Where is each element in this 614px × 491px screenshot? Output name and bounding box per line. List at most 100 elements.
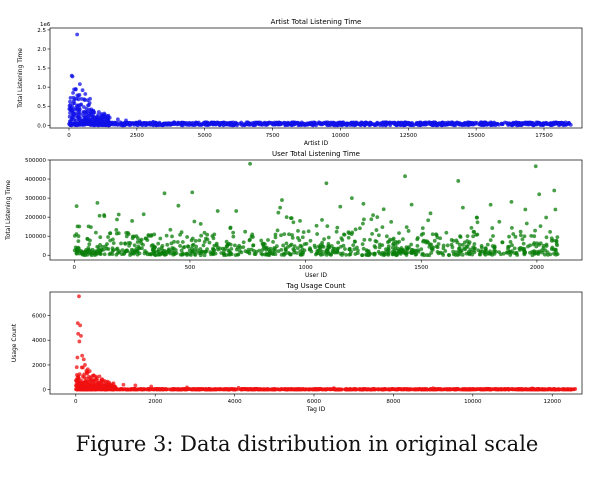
data-point [306, 229, 311, 234]
data-point [233, 387, 237, 392]
data-point [231, 234, 236, 239]
y-tick-label: 400000 [25, 177, 46, 183]
data-point [334, 229, 339, 234]
data-point [247, 123, 252, 127]
data-point [320, 240, 325, 245]
chart-title: Tag Usage Count [286, 282, 346, 290]
data-point [105, 242, 109, 246]
data-point [468, 247, 473, 252]
data-point [361, 201, 366, 206]
y-tick-label: 0.5 [37, 104, 46, 110]
x-tick-label: 7500 [266, 133, 280, 139]
data-point [566, 120, 571, 125]
data-point [448, 122, 452, 127]
data-point [108, 231, 113, 236]
data-point [415, 236, 420, 240]
data-point [563, 123, 568, 127]
data-point [425, 253, 429, 257]
data-point [292, 244, 297, 249]
data-point [247, 251, 252, 256]
data-point [296, 229, 300, 233]
data-point [543, 248, 548, 253]
data-point [360, 253, 365, 258]
data-point [431, 122, 436, 127]
data-point [90, 247, 95, 252]
data-point [329, 252, 333, 257]
data-point [68, 119, 73, 124]
data-point [279, 248, 284, 252]
y-axis-label: Total Listening Time [17, 48, 24, 109]
data-point [396, 387, 401, 392]
data-point [147, 121, 152, 126]
data-point [148, 252, 153, 256]
data-point [513, 121, 518, 126]
y-tick-label: 500000 [25, 158, 46, 164]
data-point [458, 122, 463, 126]
data-point [115, 217, 119, 222]
data-point [232, 243, 237, 248]
x-tick-label: 10000 [464, 399, 482, 405]
data-point [544, 215, 549, 220]
data-point [75, 107, 80, 112]
data-point [316, 244, 321, 249]
data-point [80, 88, 85, 93]
data-point [393, 239, 398, 244]
data-point [511, 387, 515, 391]
data-point [257, 248, 262, 253]
data-point [515, 253, 520, 257]
data-point [161, 123, 166, 127]
data-point [157, 387, 162, 392]
data-point [213, 387, 218, 392]
data-point [544, 120, 549, 125]
data-point [441, 246, 446, 251]
data-point [74, 365, 79, 370]
data-point [370, 231, 374, 236]
data-point [520, 237, 525, 242]
data-point [553, 207, 558, 212]
data-point [299, 120, 304, 125]
data-point [415, 387, 419, 392]
data-point [384, 387, 389, 391]
data-point [544, 235, 549, 240]
data-point [227, 252, 232, 257]
chart-panel-3: 0 2000 4000 6000 8000 10000 12000 0 2000 4000 6000… [11, 282, 583, 413]
data-point [115, 117, 120, 122]
data-point [286, 250, 291, 255]
data-point [347, 252, 352, 257]
data-point [167, 249, 172, 254]
data-point [282, 232, 287, 237]
data-point [314, 251, 319, 256]
data-point [281, 243, 286, 248]
data-point [556, 121, 561, 125]
data-point [224, 239, 229, 244]
data-point [338, 204, 343, 209]
data-point [149, 384, 154, 389]
data-point [497, 219, 502, 224]
data-point [179, 248, 184, 253]
data-point [368, 120, 373, 125]
data-point [190, 190, 195, 195]
data-point [292, 248, 297, 252]
data-point [280, 198, 284, 202]
data-point [500, 240, 505, 245]
data-point [287, 232, 291, 237]
data-point [152, 252, 157, 257]
data-point [350, 230, 355, 235]
data-point [139, 122, 144, 127]
data-point [372, 122, 377, 127]
data-point [368, 251, 372, 256]
data-point [75, 321, 80, 326]
data-point [237, 121, 242, 126]
data-point [211, 247, 216, 252]
data-point [468, 387, 473, 391]
data-point [497, 250, 501, 255]
data-point [76, 376, 81, 381]
data-point [125, 249, 130, 253]
data-point [78, 387, 83, 392]
data-point [96, 110, 101, 114]
data-point [381, 207, 386, 212]
data-point [279, 387, 284, 392]
data-point [297, 238, 302, 243]
data-point [308, 238, 313, 243]
data-point [81, 374, 85, 379]
